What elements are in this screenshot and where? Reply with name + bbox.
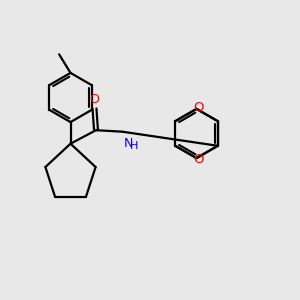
Text: N: N xyxy=(123,137,133,150)
Text: O: O xyxy=(90,93,99,106)
Text: O: O xyxy=(194,153,204,166)
Text: H: H xyxy=(130,141,138,151)
Text: O: O xyxy=(194,101,204,114)
